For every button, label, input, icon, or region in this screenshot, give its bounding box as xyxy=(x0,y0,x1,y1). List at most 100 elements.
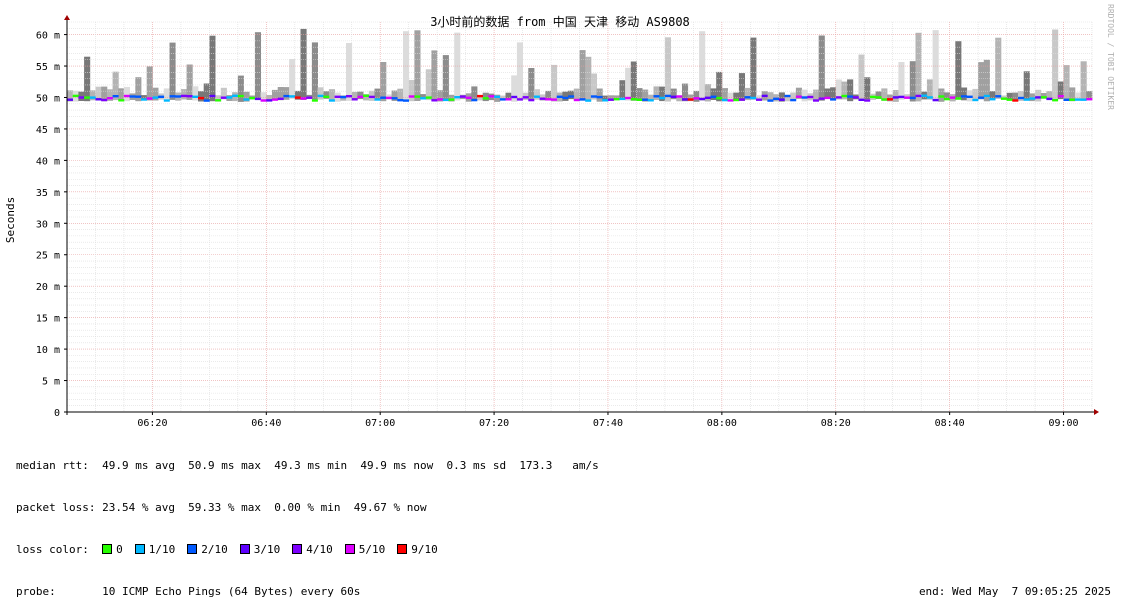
median-segment xyxy=(653,95,660,98)
median-segment xyxy=(311,99,318,102)
smoke-bar xyxy=(363,94,370,101)
smoke-bar xyxy=(289,59,296,99)
smoke-bar xyxy=(203,83,210,102)
median-segment xyxy=(89,96,96,99)
median-segment xyxy=(596,95,603,99)
median-segment xyxy=(431,99,438,102)
smoke-bar xyxy=(477,95,484,101)
legend-label: 4/10 xyxy=(306,543,333,556)
smoke-bar xyxy=(699,31,706,102)
smoke-bar xyxy=(118,88,125,101)
y-tick-label: 30 m xyxy=(36,219,60,230)
smoke-bar xyxy=(573,88,580,101)
median-segment xyxy=(368,95,375,99)
legend-item: 3/10 xyxy=(239,543,280,556)
loss-color-row: loss color: 0 1/10 2/10 3/10 4/10 5/10 9/10 xyxy=(16,543,1111,557)
median-segment xyxy=(938,95,945,98)
median-segment xyxy=(141,98,147,101)
median-segment xyxy=(693,97,700,100)
smoke-bar xyxy=(380,62,387,102)
y-tick-label: 25 m xyxy=(36,251,60,262)
median-segment xyxy=(590,95,597,98)
legend-label: 2/10 xyxy=(201,543,228,556)
smoke-bar xyxy=(95,86,102,99)
median-segment xyxy=(869,95,876,99)
median-segment xyxy=(727,99,734,102)
median-segment xyxy=(704,96,711,99)
median-segment xyxy=(585,99,592,102)
smoke-bar xyxy=(875,91,882,99)
median-segment xyxy=(1018,96,1024,100)
median-segment xyxy=(608,98,614,101)
median-segment xyxy=(1074,98,1081,101)
smoke-bar xyxy=(864,77,871,100)
median-segment xyxy=(528,98,535,102)
median-segment xyxy=(699,97,706,101)
smoke-bar xyxy=(499,95,506,100)
median-segment xyxy=(852,96,859,99)
median-segment xyxy=(169,95,176,98)
y-tick-label: 50 m xyxy=(36,93,60,104)
smoke-bar xyxy=(1074,92,1081,101)
smoke-bar xyxy=(494,94,501,102)
median-segment xyxy=(682,98,688,101)
median-segment xyxy=(482,97,489,100)
y-tick-label: 15 m xyxy=(36,314,60,325)
smoke-bar xyxy=(317,87,324,100)
loss-legend: 0 1/10 2/10 3/10 4/10 5/10 9/10 xyxy=(102,543,450,556)
median-segment xyxy=(966,95,973,98)
median-segment xyxy=(1046,97,1053,101)
smoke-bar xyxy=(545,90,552,101)
smoke-bar xyxy=(374,88,381,101)
x-axis-arrow xyxy=(1094,409,1099,415)
y-tick-label: 40 m xyxy=(36,156,60,167)
median-segment xyxy=(978,96,985,99)
smoke-bar xyxy=(101,86,108,102)
x-tick-label: 07:40 xyxy=(593,418,623,429)
median-segment xyxy=(294,96,301,99)
smoke-bar xyxy=(163,88,170,100)
median-segment xyxy=(180,94,187,98)
median-segment xyxy=(545,98,552,101)
y-tick-label: 10 m xyxy=(36,345,60,356)
smoke-bar xyxy=(596,88,603,102)
smoke-bar xyxy=(112,71,119,101)
legend-swatch xyxy=(344,544,355,554)
legend-item: 9/10 xyxy=(397,543,438,556)
smoke-bar xyxy=(955,41,962,100)
median-segment xyxy=(818,97,825,100)
smoke-bar xyxy=(585,56,592,101)
smoke-bar xyxy=(909,61,916,102)
x-tick-label: 08:40 xyxy=(935,418,965,429)
median-segment xyxy=(721,98,728,102)
median-segment xyxy=(420,97,427,100)
median-rtt-line xyxy=(67,94,1093,102)
smoke-bar xyxy=(1080,61,1087,101)
y-tick-label: 45 m xyxy=(36,125,60,136)
median-segment xyxy=(830,98,837,101)
median-segment xyxy=(1069,98,1076,101)
median-segment xyxy=(1086,98,1093,101)
smoke-bar xyxy=(192,86,199,101)
median-segment xyxy=(488,95,495,98)
smoke-bar xyxy=(323,91,330,99)
median-segment xyxy=(664,94,671,98)
median-segment xyxy=(875,96,882,99)
y-tick-label: 55 m xyxy=(36,62,60,73)
median-segment xyxy=(573,98,580,102)
smoke-bar xyxy=(1023,71,1030,101)
smoke-bar xyxy=(602,95,609,101)
smoke-bar xyxy=(824,88,831,99)
x-tick-label: 08:00 xyxy=(707,418,737,429)
median-segment xyxy=(209,94,216,98)
smoke-bar xyxy=(123,86,130,102)
legend-item: 5/10 xyxy=(344,543,385,556)
median-segment xyxy=(807,95,814,99)
smoke-bar xyxy=(961,87,968,101)
tick-labels: 0 5 m 10 m 15 m 20 m 25 m 30 m 35 m 40 m 45 m 50 m… xyxy=(36,31,1079,429)
smoke-bar xyxy=(790,92,797,101)
median-segment xyxy=(385,96,392,100)
smoke-bar xyxy=(260,92,267,102)
smoke-bar xyxy=(659,86,666,102)
smoke-bar xyxy=(1086,91,1093,100)
